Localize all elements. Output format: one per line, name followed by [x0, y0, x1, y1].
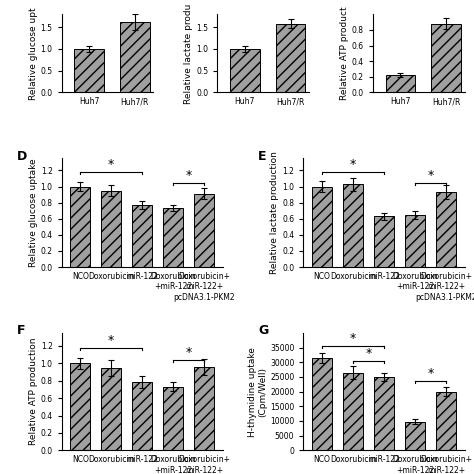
Bar [436, 392, 456, 450]
Y-axis label: Relative lactate produ: Relative lactate produ [184, 3, 193, 103]
Y-axis label: Relative ATP production: Relative ATP production [29, 338, 38, 446]
Text: F: F [17, 324, 25, 337]
Bar [74, 49, 104, 92]
Text: *: * [108, 334, 114, 347]
Text: D: D [17, 150, 27, 163]
Bar [343, 184, 363, 267]
Bar [405, 215, 425, 267]
Text: *: * [427, 169, 434, 182]
Y-axis label: Relative glucose upt: Relative glucose upt [29, 7, 38, 100]
Y-axis label: Relative ATP product: Relative ATP product [340, 7, 349, 100]
Bar [70, 364, 90, 450]
Bar [163, 387, 183, 450]
Bar [120, 22, 150, 92]
Bar [343, 373, 363, 450]
Text: *: * [108, 158, 114, 171]
Text: *: * [350, 332, 356, 345]
Bar [194, 367, 214, 450]
Bar [132, 205, 152, 267]
Bar [194, 194, 214, 267]
Bar [385, 75, 415, 92]
Bar [312, 358, 332, 450]
Bar [230, 49, 260, 92]
Bar [163, 208, 183, 267]
Text: E: E [258, 150, 267, 163]
Text: *: * [185, 346, 192, 359]
Bar [312, 187, 332, 267]
Text: *: * [427, 367, 434, 381]
Text: *: * [350, 158, 356, 171]
Bar [374, 377, 394, 450]
Bar [101, 191, 121, 267]
Bar [374, 216, 394, 267]
Text: G: G [258, 324, 268, 337]
Bar [132, 382, 152, 450]
Y-axis label: Relative glucose uptake: Relative glucose uptake [29, 158, 38, 267]
Bar [436, 192, 456, 267]
Bar [431, 24, 461, 92]
Bar [276, 24, 305, 92]
Bar [405, 421, 425, 450]
Y-axis label: H-thymidine uptake
(Cpm/Well): H-thymidine uptake (Cpm/Well) [248, 346, 267, 437]
Text: *: * [365, 347, 372, 360]
Y-axis label: Relative lactate production: Relative lactate production [271, 151, 280, 274]
Text: *: * [185, 169, 192, 182]
Bar [101, 368, 121, 450]
Bar [70, 187, 90, 267]
